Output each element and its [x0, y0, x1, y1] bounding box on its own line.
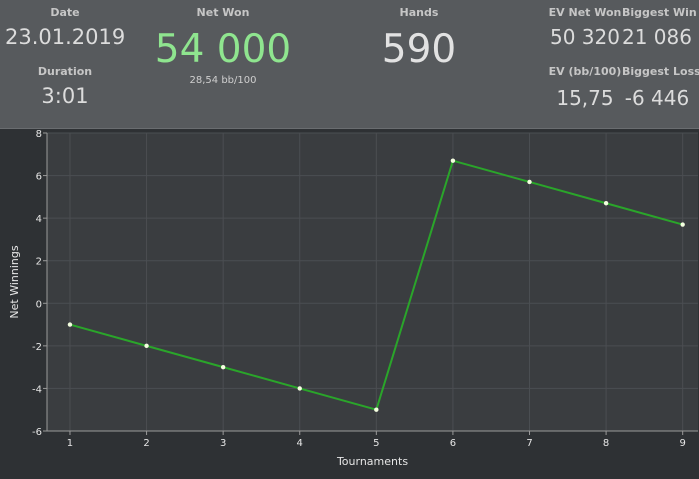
- biggest-win-value: 21 086: [622, 25, 692, 49]
- biggest-win-label: Biggest Win: [622, 6, 697, 19]
- biggest-win-stat: Biggest Win 21 086: [622, 6, 697, 49]
- data-point[interactable]: [220, 364, 226, 370]
- data-point[interactable]: [297, 386, 302, 391]
- x-tick-label: 2: [143, 438, 149, 449]
- data-point[interactable]: [144, 343, 149, 349]
- y-tick-label: 6: [36, 172, 42, 183]
- data-point[interactable]: [374, 407, 379, 412]
- y-tick-label: -4: [32, 384, 42, 395]
- y-axis-ticks: -6 -4 -2 0 2 4 6 8: [32, 129, 47, 438]
- x-tick-label: 7: [526, 438, 532, 449]
- y-tick-label: -6: [32, 427, 42, 438]
- y-tick-label: 0: [36, 299, 42, 310]
- net-won-label: Net Won: [196, 6, 250, 19]
- hands-label: Hands: [399, 6, 439, 19]
- x-tick-label: 3: [220, 438, 226, 449]
- plot-area: [47, 133, 698, 431]
- x-tick-label: 8: [603, 438, 609, 449]
- net-won-stat: Net Won 54 000 28,54 bb/100: [143, 6, 303, 86]
- x-tick-label: 9: [679, 438, 685, 449]
- ev-bb100-label: EV (bb/100): [548, 65, 622, 78]
- y-tick-label: -2: [32, 342, 42, 353]
- ev-net-won-stat: EV Net Won 50 320: [546, 6, 624, 49]
- net-winnings-chart: 1 2 3 4 5 6 7 8 9 -6 -4 -2 0 2 4 6 8 Tournaments Net Wi…: [0, 129, 699, 479]
- data-point[interactable]: [67, 322, 73, 327]
- session-summary-header: Date 23.01.2019 Duration 3:01 Net Won 54…: [0, 0, 699, 129]
- biggest-loss-value: -6 446: [624, 86, 690, 110]
- net-winnings-series: [67, 158, 685, 412]
- x-tick-label: 6: [450, 438, 456, 449]
- ev-bb100-stat: EV (bb/100) 15,75: [546, 65, 624, 110]
- date-value: 23.01.2019: [5, 25, 126, 49]
- ev-net-won-label: EV Net Won: [548, 6, 622, 19]
- date-stat: Date 23.01.2019: [5, 6, 125, 49]
- x-tick-label: 1: [67, 438, 73, 449]
- duration-label: Duration: [37, 65, 93, 78]
- x-axis-label: Tournaments: [336, 455, 408, 468]
- x-axis-ticks: 1 2 3 4 5 6 7 8 9: [67, 431, 686, 449]
- ev-bb100-value: 15,75: [556, 86, 614, 110]
- x-tick-label: 5: [373, 438, 379, 449]
- biggest-loss-label: Biggest Loss: [622, 65, 699, 78]
- data-point[interactable]: [680, 222, 685, 227]
- y-tick-label: 2: [36, 257, 42, 268]
- net-won-value: 54 000: [154, 27, 292, 72]
- hands-value: 590: [381, 27, 457, 72]
- ev-net-won-value: 50 320: [550, 25, 620, 49]
- date-label: Date: [50, 6, 80, 19]
- x-tick-label: 4: [297, 438, 303, 449]
- net-won-bb100: 28,54 bb/100: [189, 75, 257, 86]
- duration-value: 3:01: [41, 84, 89, 108]
- data-point[interactable]: [450, 158, 456, 163]
- y-tick-label: 4: [36, 214, 42, 225]
- hands-stat: Hands 590: [359, 6, 479, 73]
- y-tick-label: 8: [36, 129, 42, 140]
- duration-stat: Duration 3:01: [5, 65, 125, 108]
- y-axis-label: Net Winnings: [8, 245, 21, 318]
- net-winnings-chart-svg: 1 2 3 4 5 6 7 8 9 -6 -4 -2 0 2 4 6 8 Tournaments Net Wi…: [8, 129, 698, 468]
- data-point[interactable]: [527, 179, 532, 185]
- biggest-loss-stat: Biggest Loss -6 446: [622, 65, 699, 110]
- data-point[interactable]: [603, 201, 609, 206]
- chart-axes: [46, 133, 698, 432]
